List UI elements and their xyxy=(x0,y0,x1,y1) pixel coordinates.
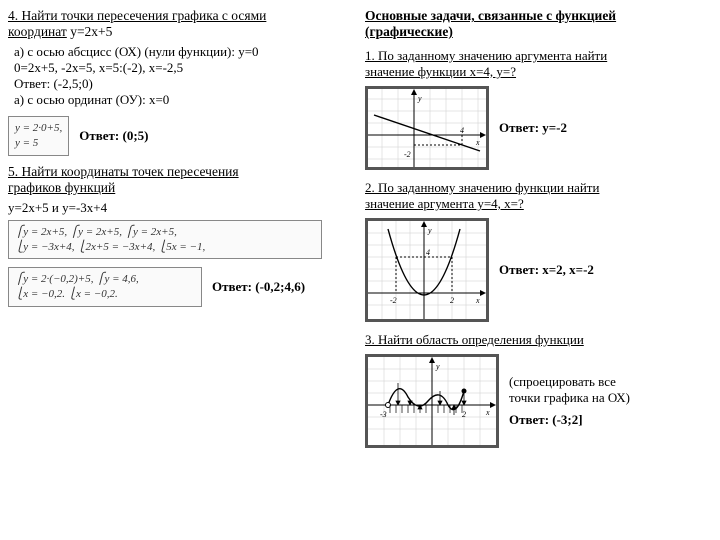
graph-3: y x -3 2 xyxy=(365,354,499,448)
svg-text:x: x xyxy=(485,408,490,417)
answer-2: Ответ: х=2, х=-2 xyxy=(499,262,594,278)
task5-row2: ⎧y = 2·(−0,2)+5, ⎧y = 4,6, ⎩x = −0,2. ⎩x… xyxy=(8,265,353,309)
task5-title-line2: графиков функций xyxy=(8,180,115,195)
task4-title-line1: 4. Найти точки пересечения графика с ося… xyxy=(8,8,266,23)
task5-title-line1: 5. Найти координаты точек пересечения xyxy=(8,164,239,179)
task3-row: y x -3 2 (спроецировать все точки график… xyxy=(365,350,712,452)
task2-text: 2. По заданному значению функции найти з… xyxy=(365,180,712,212)
t4-line3: Ответ: (-2,5;0) xyxy=(14,76,353,92)
t3-b2: точки графика на ОХ) xyxy=(509,390,630,406)
eq3-l2: ⎩x = −0,2. ⎩x = −0,2. xyxy=(15,287,195,302)
equation-image-2: ⎧y = 2x+5, ⎧y = 2x+5, ⎧y = 2x+5, ⎩y = −3… xyxy=(8,220,322,260)
t2-a: 2. По заданному значению функции найти xyxy=(365,180,599,195)
t2-b: значение аргумента у=4, х=? xyxy=(365,196,524,211)
eq2-l2: ⎩y = −3x+4, ⎩2x+5 = −3x+4, ⎩5x = −1, xyxy=(15,240,315,255)
answer-1: Ответ: у=-2 xyxy=(499,120,567,136)
svg-text:-2: -2 xyxy=(404,150,411,159)
graph-3-svg: y x -3 2 xyxy=(368,357,496,445)
task4b-row: y = 2·0+5, y = 5 Ответ: (0;5) xyxy=(8,114,353,158)
left-column: 4. Найти точки пересечения графика с ося… xyxy=(8,8,359,532)
answer-3: Ответ: (-3;2] xyxy=(509,412,630,428)
task4-fn: у=2х+5 xyxy=(67,24,113,39)
task4-title: 4. Найти точки пересечения графика с ося… xyxy=(8,8,353,40)
graph-1-svg: y x 4 -2 xyxy=(368,89,486,167)
right-heading: Основные задачи, связанные с функцией (г… xyxy=(365,8,712,40)
t1-a: 1. По заданному значению аргумента найти xyxy=(365,48,607,63)
svg-text:x: x xyxy=(475,296,480,305)
svg-text:4: 4 xyxy=(426,248,430,257)
graph-2-svg: y x 4 -2 2 xyxy=(368,221,486,319)
eq1-l2: y = 5 xyxy=(15,136,62,151)
svg-text:y: y xyxy=(435,362,440,371)
eq1-l1: y = 2·0+5, xyxy=(15,121,62,136)
t1-b: значение функции х=4, у=? xyxy=(365,64,516,79)
task3-title: 3. Найти область определения функции xyxy=(365,332,712,348)
heading-b: (графические) xyxy=(365,24,453,39)
svg-text:4: 4 xyxy=(460,126,464,135)
svg-text:-2: -2 xyxy=(390,296,397,305)
right-column: Основные задачи, связанные с функцией (г… xyxy=(359,8,712,532)
svg-text:2: 2 xyxy=(462,410,466,419)
task1-text: 1. По заданному значению аргумента найти… xyxy=(365,48,712,80)
eq3-l1: ⎧y = 2·(−0,2)+5, ⎧y = 4,6, xyxy=(15,272,195,287)
eq2-l1: ⎧y = 2x+5, ⎧y = 2x+5, ⎧y = 2x+5, xyxy=(15,225,315,240)
graph-2: y x 4 -2 2 xyxy=(365,218,489,322)
svg-text:y: y xyxy=(427,226,432,235)
task3-side: (спроецировать все точки графика на ОХ) … xyxy=(509,374,630,428)
t4-line2: 0=2х+5, -2х=5, х=5:(-2), х=-2,5 xyxy=(14,60,353,76)
task4-body: а) с осью абсцисс (ОХ) (нули функции): у… xyxy=(8,44,353,108)
graph-1: y x 4 -2 xyxy=(365,86,489,170)
t4-line4: а) с осью ординат (ОУ): х=0 xyxy=(14,92,353,108)
svg-text:y: y xyxy=(417,94,422,103)
heading-a: Основные задачи, связанные с функцией xyxy=(365,8,616,23)
t3-b1: (спроецировать все xyxy=(509,374,630,390)
task4-title-line2: координат xyxy=(8,24,67,39)
t4-line1: а) с осью абсцисс (ОХ) (нули функции): у… xyxy=(14,44,353,60)
answer-4b: Ответ: (0;5) xyxy=(79,128,148,144)
equation-image-3: ⎧y = 2·(−0,2)+5, ⎧y = 4,6, ⎩x = −0,2. ⎩x… xyxy=(8,267,202,307)
task5-fn: у=2х+5 и у=-3х+4 xyxy=(8,200,353,216)
svg-text:-3: -3 xyxy=(380,410,387,419)
task1-row: y x 4 -2 Ответ: у=-2 xyxy=(365,82,712,174)
task2-row: y x 4 -2 2 Ответ: х=2, х=-2 xyxy=(365,214,712,326)
task5-title: 5. Найти координаты точек пересечения гр… xyxy=(8,164,353,196)
svg-text:2: 2 xyxy=(450,296,454,305)
svg-text:x: x xyxy=(475,138,480,147)
answer-5: Ответ: (-0,2;4,6) xyxy=(212,279,305,295)
equation-image-1: y = 2·0+5, y = 5 xyxy=(8,116,69,156)
